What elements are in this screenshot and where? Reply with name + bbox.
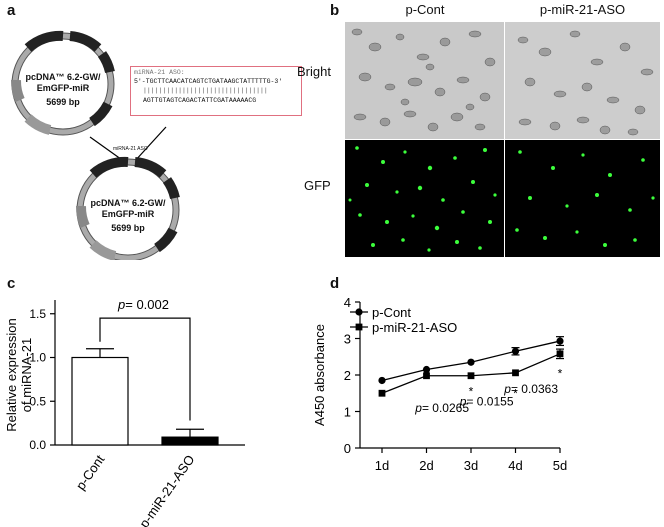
plasmid-bottom-name-line2: EmGFP-miR: [101, 209, 155, 219]
data-point-square: [423, 372, 430, 380]
y-tick-label: 1: [344, 405, 351, 420]
data-point-square: [512, 369, 519, 377]
y-tick-label: 3: [344, 332, 351, 347]
column-title-p-cont: p-Cont: [405, 2, 445, 17]
gfp-image-p-mir-21-aso: [505, 140, 660, 257]
significance-bracket: [99, 317, 191, 421]
legend-label: p-miR-21-ASO: [372, 320, 457, 335]
significance-star: *: [513, 386, 518, 400]
data-point-square: [556, 350, 564, 358]
plasmid-bottom: [76, 156, 180, 260]
insert-label: miRNA-21 ASO: [113, 146, 148, 152]
significance-star: *: [469, 385, 474, 399]
legend-marker-square: [355, 323, 363, 331]
p-value-annotation: p= 0.0363: [503, 382, 558, 396]
x-tick-label: 4d: [508, 458, 522, 473]
significance-star: *: [558, 366, 563, 380]
x-category-label: p-miR-21-ASO: [136, 452, 197, 527]
x-tick-label: 5d: [553, 458, 567, 473]
data-point-square: [378, 389, 386, 397]
data-point-square: [467, 372, 475, 380]
legend-marker-circle: [355, 308, 363, 316]
panel-c-letter: c: [7, 275, 16, 292]
bar-p-cont: [71, 356, 129, 446]
panel-b-letter: b: [330, 2, 340, 19]
y-axis-label: Relative expression: [4, 318, 19, 431]
brightfield-image-p-mir-21-aso: [505, 22, 660, 139]
data-point-circle: [556, 337, 564, 345]
brightfield-image-p-cont: [345, 22, 504, 139]
insert-sequence-box: miRNA-21 ASO: 5'-TGCTTCAACATCAGTCTGATAAG…: [130, 66, 302, 116]
y-axis-label: A450 absorbance: [312, 324, 327, 426]
p-value-annotation: p= 0.0155: [459, 395, 514, 409]
y-tick-label: 0.0: [29, 438, 46, 452]
insert-seq-bars: ||||||||||||||||||||||||||||||||: [143, 87, 268, 94]
row-title-bright: Bright: [297, 64, 331, 79]
p-value-annotation: p= 0.0265: [414, 401, 469, 415]
connector-right: [133, 126, 167, 163]
column-title-p-mir-21-aso: p-miR-21-ASO: [539, 2, 626, 17]
plasmid-bottom-name: pcDNA™ 6.2-GW/ EmGFP-miR 5699 bp: [88, 198, 168, 234]
y-tick-label: 1.0: [29, 351, 46, 365]
plasmid-top-size: 5699 bp: [46, 97, 80, 107]
insert-seq-bottom: AGTTGTAGTCAGACTATTCGATAAAAACG: [143, 97, 257, 104]
y-axis-label-line2: of miRNA-21: [19, 338, 34, 412]
plasmid-top-name-line2: EmGFP-miR: [36, 83, 90, 93]
plasmid-bottom-size: 5699 bp: [111, 223, 145, 233]
y-tick-label: 0: [344, 441, 351, 456]
plasmid-top: [11, 30, 115, 136]
insert-seq-top: 5'-TGCTTCAACATCAGTCTGATAAGCTATTTTTG-3': [134, 78, 283, 85]
plasmid-top-name: pcDNA™ 6.2-GW/ EmGFP-miR 5699 bp: [23, 72, 103, 108]
x-tick-label: 3d: [464, 458, 478, 473]
y-tick-label: 0.5: [29, 394, 46, 408]
gfp-image-p-cont: [345, 140, 504, 257]
data-point-circle: [378, 376, 386, 385]
y-tick-label: 1.5: [29, 307, 46, 321]
data-point-circle: [422, 365, 431, 374]
bar-p-mir-21-aso: [161, 436, 219, 446]
data-point-circle: [511, 347, 520, 355]
panel-d-letter: d: [330, 275, 340, 292]
y-tick-label: 4: [344, 295, 351, 310]
y-tick-label: 2: [344, 368, 351, 383]
x-tick-label: 2d: [419, 458, 433, 473]
x-tick-label: 1d: [375, 458, 389, 473]
row-title-gfp: GFP: [304, 178, 331, 193]
plasmid-top-name-line1: pcDNA™ 6.2-GW/: [25, 72, 101, 82]
x-category-label: p-Cont: [73, 452, 108, 493]
data-point-circle: [467, 358, 475, 366]
panel-a-letter: a: [7, 2, 16, 19]
plasmid-bottom-name-line1: pcDNA™ 6.2-GW/: [90, 198, 166, 208]
legend-label: p-Cont: [372, 305, 411, 320]
panel-a-diagram: [11, 30, 180, 260]
insert-box-title: miRNA-21 ASO:: [134, 69, 185, 76]
panel-c-bar-chart: 0.0 0.5 1.0 1.5 p-Cont p-miR-21-ASO p= 0.002 Re…: [4, 297, 245, 527]
p-value-annotation: p= 0.002: [117, 297, 169, 312]
